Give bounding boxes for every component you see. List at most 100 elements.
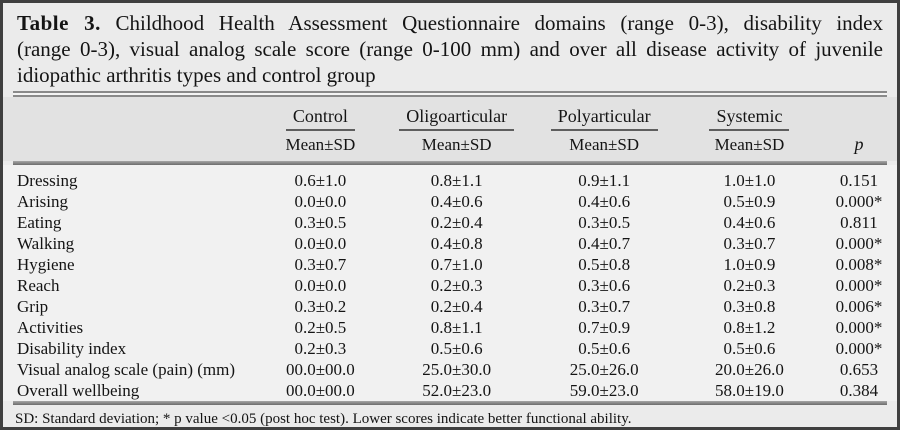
systemic-value: 0.8±1.2 [723,318,776,337]
table-row: Overall wellbeing 00.0±00.0 52.0±23.0 59.0±… [3,380,897,401]
oligoarticular-value: 52.0±23.0 [422,381,492,400]
control-label: Control [285,106,355,131]
systemic-value: 0.5±0.9 [723,192,776,211]
row-label: Arising [17,192,68,211]
systemic-value: 58.0±19.0 [715,381,784,400]
oligoarticular-value: 0.7±1.0 [430,255,483,274]
column-header-p: p [854,134,864,154]
column-header-polyarticular: Polyarticular [530,97,678,132]
caption-line-1: Table 3. Childhood Health Assessment Que… [17,10,883,36]
polyarticular-value: 59.0±23.0 [569,381,639,400]
polyarticular-value: 0.3±0.7 [578,297,631,316]
row-label: Overall wellbeing [17,381,140,400]
polyarticular-value: 0.5±0.8 [578,255,631,274]
subheader-oligoarticular-meansd: Mean±SD [421,135,492,154]
table-footnote: SD: Standard deviation; * p value <0.05 … [15,411,632,427]
control-value: 0.3±0.5 [294,213,347,232]
table-row: Eating 0.3±0.5 0.2±0.4 0.3±0.5 0.4±0.6 0.811 [3,212,897,233]
table-row: Activities 0.2±0.5 0.8±1.1 0.7±0.9 0.8±1.2 0.… [3,317,897,338]
polyarticular-value: 0.4±0.6 [578,192,631,211]
table-body: Dressing 0.6±1.0 0.8±1.1 0.9±1.1 1.0±1.0 0.15… [3,165,897,401]
header-divider [13,161,887,165]
p-value: 0.000* [835,276,883,295]
table-number-label: Table 3. [17,11,101,35]
table-row: Hygiene 0.3±0.7 0.7±1.0 0.5±0.8 1.0±0.9 0.008… [3,254,897,275]
control-value: 0.2±0.3 [294,339,347,358]
oligoarticular-value: 0.2±0.4 [430,297,483,316]
column-header-oligoarticular: Oligoarticular [383,97,531,132]
oligoarticular-value: 0.4±0.6 [430,192,483,211]
caption-line-3: idiopathic arthritis types and control g… [17,63,376,87]
row-label: Dressing [17,171,78,190]
oligoarticular-value: 0.8±1.1 [430,171,483,190]
group-header-row: Control Oligoarticular Polyarticular Sys… [3,97,897,154]
polyarticular-label: Polyarticular [550,106,658,131]
table-header: Control Oligoarticular Polyarticular Sys… [3,97,897,161]
p-value: 0.000* [835,339,883,358]
p-value: 0.006* [835,297,883,316]
control-value: 0.0±0.0 [294,276,347,295]
data-table-body: Dressing 0.6±1.0 0.8±1.1 0.9±1.1 1.0±1.0 0.15… [3,165,897,401]
data-table: Control Oligoarticular Polyarticular Sys… [3,97,897,161]
oligoarticular-value: 0.4±0.8 [430,234,483,253]
empty-subheader-cell [3,132,258,161]
row-label: Visual analog scale (pain) (mm) [17,360,236,379]
table-caption: Table 3. Childhood Health Assessment Que… [3,3,897,91]
oligoarticular-label: Oligoarticular [399,106,515,131]
row-label: Disability index [17,339,127,358]
oligoarticular-value: 25.0±30.0 [422,360,492,379]
oligoarticular-value: 0.8±1.1 [430,318,483,337]
row-label: Eating [17,213,62,232]
subheader-control-meansd: Mean±SD [285,135,356,154]
p-value: 0.000* [835,192,883,211]
p-value: 0.384 [839,381,879,400]
oligoarticular-value: 0.2±0.3 [430,276,483,295]
polyarticular-value: 0.3±0.6 [578,276,631,295]
control-value: 0.2±0.5 [294,318,347,337]
subheader-systemic-meansd: Mean±SD [714,135,785,154]
table-row: Grip 0.3±0.2 0.2±0.4 0.3±0.7 0.3±0.8 0.006* [3,296,897,317]
bottom-divider [13,401,887,405]
control-value: 0.0±0.0 [294,234,347,253]
p-value: 0.811 [840,213,878,232]
polyarticular-value: 0.9±1.1 [578,171,631,190]
table-row: Reach 0.0±0.0 0.2±0.3 0.3±0.6 0.2±0.3 0.000* [3,275,897,296]
systemic-value: 0.4±0.6 [723,213,776,232]
empty-header-cell [3,97,258,132]
row-label: Walking [17,234,75,253]
systemic-value: 0.3±0.7 [723,234,776,253]
control-value: 00.0±00.0 [285,381,355,400]
subheader-polyarticular-meansd: Mean±SD [569,135,640,154]
caption-line-1-text: Childhood Health Assessment Questionnair… [100,11,883,35]
caption-line-2: (range 0-3), visual analog scale score (… [17,37,883,61]
column-header-control: Control [258,97,383,132]
top-divider [13,91,887,97]
p-value: 0.653 [839,360,879,379]
systemic-value: 20.0±26.0 [715,360,784,379]
systemic-value: 0.3±0.8 [723,297,776,316]
systemic-value: 1.0±0.9 [723,255,776,274]
p-value: 0.000* [835,318,883,337]
table-row: Disability index 0.2±0.3 0.5±0.6 0.5±0.6 0.5… [3,338,897,359]
table-row: Arising 0.0±0.0 0.4±0.6 0.4±0.6 0.5±0.9 0.000… [3,191,897,212]
control-value: 00.0±00.0 [285,360,355,379]
p-value: 0.008* [835,255,883,274]
table-row: Visual analog scale (pain) (mm) 00.0±00.0… [3,359,897,380]
systemic-value: 1.0±1.0 [723,171,776,190]
systemic-label: Systemic [709,106,790,131]
control-value: 0.6±1.0 [294,171,347,190]
table-row: Walking 0.0±0.0 0.4±0.8 0.4±0.7 0.3±0.7 0.000… [3,233,897,254]
polyarticular-value: 0.7±0.9 [578,318,631,337]
polyarticular-value: 0.3±0.5 [578,213,631,232]
column-header-systemic: Systemic [678,97,821,132]
row-label: Activities [17,318,84,337]
polyarticular-value: 25.0±26.0 [569,360,639,379]
control-value: 0.3±0.7 [294,255,347,274]
p-value: 0.151 [839,171,879,190]
oligoarticular-value: 0.2±0.4 [430,213,483,232]
table-row: Dressing 0.6±1.0 0.8±1.1 0.9±1.1 1.0±1.0 0.15… [3,170,897,191]
control-value: 0.0±0.0 [294,192,347,211]
row-label: Reach [17,276,60,295]
row-label: Hygiene [17,255,75,274]
